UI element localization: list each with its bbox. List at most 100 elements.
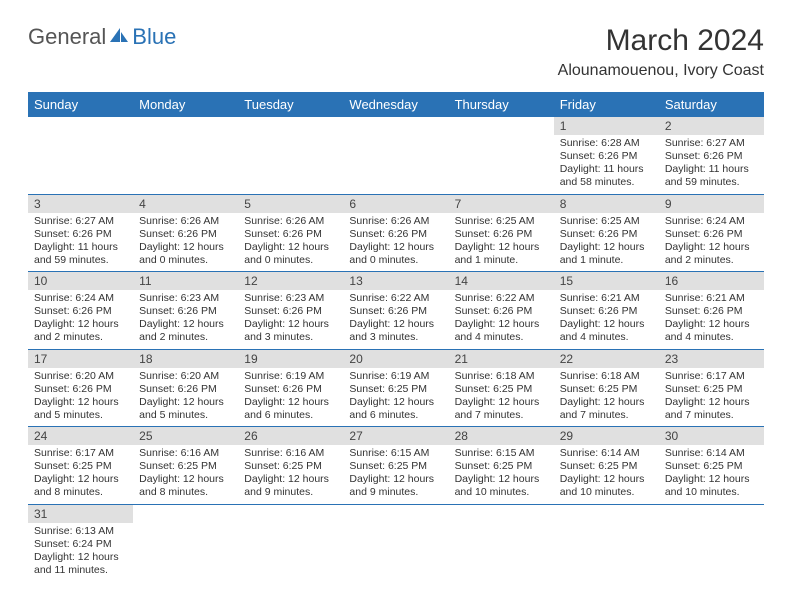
day-details: Sunrise: 6:21 AMSunset: 6:26 PMDaylight:… [554,290,659,349]
calendar-cell: 13Sunrise: 6:22 AMSunset: 6:26 PMDayligh… [343,272,448,350]
calendar-cell: 9Sunrise: 6:24 AMSunset: 6:26 PMDaylight… [659,194,764,272]
day-details: Sunrise: 6:20 AMSunset: 6:26 PMDaylight:… [28,368,133,427]
sunset-text: Sunset: 6:25 PM [560,460,653,473]
day-details: Sunrise: 6:26 AMSunset: 6:26 PMDaylight:… [343,213,448,272]
day-details: Sunrise: 6:25 AMSunset: 6:26 PMDaylight:… [449,213,554,272]
sunset-text: Sunset: 6:25 PM [455,383,548,396]
calendar-page: General Blue March 2024 Alounamouenou, I… [0,0,792,605]
sunset-text: Sunset: 6:25 PM [665,383,758,396]
day-details: Sunrise: 6:27 AMSunset: 6:26 PMDaylight:… [659,135,764,194]
sunset-text: Sunset: 6:26 PM [139,383,232,396]
calendar-week-row: 10Sunrise: 6:24 AMSunset: 6:26 PMDayligh… [28,272,764,350]
calendar-cell: 23Sunrise: 6:17 AMSunset: 6:25 PMDayligh… [659,349,764,427]
calendar-cell: 19Sunrise: 6:19 AMSunset: 6:26 PMDayligh… [238,349,343,427]
sunset-text: Sunset: 6:26 PM [560,305,653,318]
day-number: 11 [133,272,238,290]
calendar-cell [659,504,764,581]
day-details: Sunrise: 6:23 AMSunset: 6:26 PMDaylight:… [133,290,238,349]
col-tuesday: Tuesday [238,92,343,117]
day-number: 18 [133,350,238,368]
sunrise-text: Sunrise: 6:27 AM [665,137,758,150]
sunset-text: Sunset: 6:26 PM [665,305,758,318]
day-details: Sunrise: 6:21 AMSunset: 6:26 PMDaylight:… [659,290,764,349]
day-number: 19 [238,350,343,368]
sunrise-text: Sunrise: 6:18 AM [560,370,653,383]
sunset-text: Sunset: 6:26 PM [455,305,548,318]
daylight-text: Daylight: 12 hours and 4 minutes. [455,318,548,344]
sunrise-text: Sunrise: 6:26 AM [139,215,232,228]
sunset-text: Sunset: 6:26 PM [560,150,653,163]
day-details: Sunrise: 6:24 AMSunset: 6:26 PMDaylight:… [28,290,133,349]
calendar-cell: 11Sunrise: 6:23 AMSunset: 6:26 PMDayligh… [133,272,238,350]
sunrise-text: Sunrise: 6:15 AM [349,447,442,460]
sunrise-text: Sunrise: 6:20 AM [139,370,232,383]
sunrise-text: Sunrise: 6:16 AM [139,447,232,460]
day-details: Sunrise: 6:15 AMSunset: 6:25 PMDaylight:… [343,445,448,504]
day-number: 3 [28,195,133,213]
sail-icon [108,24,130,50]
day-number: 8 [554,195,659,213]
calendar-cell: 24Sunrise: 6:17 AMSunset: 6:25 PMDayligh… [28,427,133,505]
daylight-text: Daylight: 11 hours and 59 minutes. [665,163,758,189]
calendar-cell: 31Sunrise: 6:13 AMSunset: 6:24 PMDayligh… [28,504,133,581]
sunrise-text: Sunrise: 6:23 AM [244,292,337,305]
calendar-cell: 10Sunrise: 6:24 AMSunset: 6:26 PMDayligh… [28,272,133,350]
daylight-text: Daylight: 12 hours and 6 minutes. [244,396,337,422]
day-number: 1 [554,117,659,135]
day-number: 6 [343,195,448,213]
sunset-text: Sunset: 6:26 PM [349,305,442,318]
sunset-text: Sunset: 6:26 PM [560,228,653,241]
day-number: 5 [238,195,343,213]
daylight-text: Daylight: 12 hours and 10 minutes. [560,473,653,499]
sunset-text: Sunset: 6:26 PM [455,228,548,241]
sunrise-text: Sunrise: 6:19 AM [244,370,337,383]
sunset-text: Sunset: 6:25 PM [665,460,758,473]
day-details: Sunrise: 6:26 AMSunset: 6:26 PMDaylight:… [238,213,343,272]
day-details: Sunrise: 6:19 AMSunset: 6:26 PMDaylight:… [238,368,343,427]
sunrise-text: Sunrise: 6:14 AM [665,447,758,460]
sunrise-text: Sunrise: 6:13 AM [34,525,127,538]
day-number: 30 [659,427,764,445]
calendar-cell [449,504,554,581]
daylight-text: Daylight: 12 hours and 9 minutes. [244,473,337,499]
day-number: 10 [28,272,133,290]
calendar-cell: 16Sunrise: 6:21 AMSunset: 6:26 PMDayligh… [659,272,764,350]
calendar-cell [238,117,343,194]
day-number: 12 [238,272,343,290]
calendar-cell: 7Sunrise: 6:25 AMSunset: 6:26 PMDaylight… [449,194,554,272]
day-details: Sunrise: 6:15 AMSunset: 6:25 PMDaylight:… [449,445,554,504]
sunrise-text: Sunrise: 6:22 AM [349,292,442,305]
calendar-week-row: 1Sunrise: 6:28 AMSunset: 6:26 PMDaylight… [28,117,764,194]
sunrise-text: Sunrise: 6:24 AM [665,215,758,228]
day-number: 22 [554,350,659,368]
calendar-cell [28,117,133,194]
calendar-cell: 18Sunrise: 6:20 AMSunset: 6:26 PMDayligh… [133,349,238,427]
logo-text-general: General [28,24,106,50]
daylight-text: Daylight: 12 hours and 1 minute. [560,241,653,267]
col-monday: Monday [133,92,238,117]
day-details: Sunrise: 6:17 AMSunset: 6:25 PMDaylight:… [28,445,133,504]
calendar-cell: 3Sunrise: 6:27 AMSunset: 6:26 PMDaylight… [28,194,133,272]
daylight-text: Daylight: 12 hours and 7 minutes. [455,396,548,422]
calendar-cell: 2Sunrise: 6:27 AMSunset: 6:26 PMDaylight… [659,117,764,194]
sunrise-text: Sunrise: 6:14 AM [560,447,653,460]
day-details: Sunrise: 6:18 AMSunset: 6:25 PMDaylight:… [449,368,554,427]
day-details: Sunrise: 6:26 AMSunset: 6:26 PMDaylight:… [133,213,238,272]
sunset-text: Sunset: 6:25 PM [455,460,548,473]
calendar-week-row: 24Sunrise: 6:17 AMSunset: 6:25 PMDayligh… [28,427,764,505]
daylight-text: Daylight: 11 hours and 58 minutes. [560,163,653,189]
day-details: Sunrise: 6:14 AMSunset: 6:25 PMDaylight:… [554,445,659,504]
month-title: March 2024 [558,24,764,58]
sunset-text: Sunset: 6:26 PM [244,383,337,396]
day-details: Sunrise: 6:27 AMSunset: 6:26 PMDaylight:… [28,213,133,272]
daylight-text: Daylight: 12 hours and 4 minutes. [560,318,653,344]
day-number: 14 [449,272,554,290]
daylight-text: Daylight: 12 hours and 7 minutes. [665,396,758,422]
calendar-table: Sunday Monday Tuesday Wednesday Thursday… [28,92,764,581]
daylight-text: Daylight: 12 hours and 8 minutes. [34,473,127,499]
daylight-text: Daylight: 12 hours and 2 minutes. [665,241,758,267]
sunrise-text: Sunrise: 6:26 AM [349,215,442,228]
day-number: 28 [449,427,554,445]
day-details: Sunrise: 6:19 AMSunset: 6:25 PMDaylight:… [343,368,448,427]
sunset-text: Sunset: 6:25 PM [349,460,442,473]
